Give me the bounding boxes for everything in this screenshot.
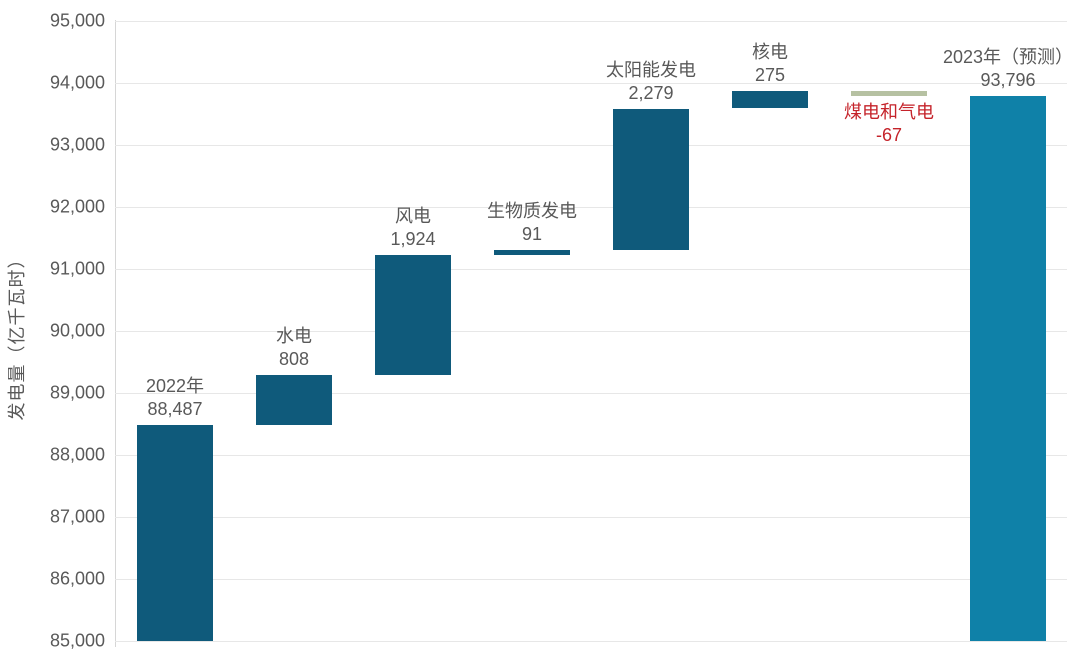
waterfall-bar-4 (494, 249, 570, 256)
y-axis-line (115, 20, 116, 647)
bar-category-label: 水电 (276, 325, 312, 346)
bar-value-label: 808 (278, 348, 310, 369)
y-tick-label: 86,000 (49, 568, 105, 589)
gridline (115, 393, 1067, 394)
gridline (115, 641, 1067, 642)
bar-category-label: 太阳能发电 (606, 59, 696, 80)
gridline (115, 207, 1067, 208)
y-tick-label: 90,000 (49, 320, 105, 341)
bar-value-label: 93,796 (980, 69, 1036, 90)
gridline (115, 579, 1067, 580)
gridline (115, 517, 1067, 518)
y-tick-label: 89,000 (49, 382, 105, 403)
bar-label-6: 核电 275 (752, 41, 788, 87)
y-tick-label: 92,000 (49, 196, 105, 217)
bar-label-1: 2022年 88,487 (146, 375, 204, 421)
bar-category-label: 风电 (394, 206, 431, 227)
bar-value-label: 2,279 (628, 82, 674, 103)
waterfall-bar-6 (732, 91, 808, 109)
bar-value-label: 91 (521, 223, 543, 244)
bar-label-2: 水电 808 (276, 325, 312, 371)
y-tick-label: 85,000 (49, 630, 105, 651)
waterfall-bar-7 (851, 91, 927, 96)
gridline (115, 331, 1067, 332)
bar-value-label: 1,924 (390, 229, 436, 250)
bar-value-label: 275 (754, 65, 786, 86)
bar-label-4: 生物质发电 91 (487, 200, 577, 246)
gridline (115, 21, 1067, 22)
y-tick-label: 95,000 (49, 10, 105, 31)
gridline (115, 145, 1067, 146)
bar-category-label: 核电 (752, 42, 788, 63)
y-tick-label: 87,000 (49, 506, 105, 527)
gridline (115, 83, 1067, 84)
bar-category-label: 2022年 (145, 375, 205, 396)
bar-label-8: 2023年（预测） 93,796 (943, 46, 1073, 92)
waterfall-bar-5 (613, 108, 689, 250)
y-tick-label: 93,000 (49, 134, 105, 155)
waterfall-bar-8 (970, 95, 1046, 641)
bar-category-label: 煤电和气电 (844, 101, 934, 122)
y-tick-label: 88,000 (49, 444, 105, 465)
gridline (115, 455, 1067, 456)
bar-label-5: 太阳能发电 2,279 (606, 59, 696, 105)
bar-category-label: 生物质发电 (487, 200, 577, 221)
bar-value-label: 88,487 (147, 398, 203, 419)
bar-category-label: 2023年（预测） (942, 46, 1074, 67)
bar-label-3: 风电 1,924 (390, 205, 435, 251)
bar-value-label: -67 (875, 124, 902, 145)
y-tick-label: 94,000 (49, 72, 105, 93)
y-tick-label: 91,000 (49, 258, 105, 279)
bar-label-7: 煤电和气电 -67 (844, 101, 934, 147)
gridline (115, 269, 1067, 270)
waterfall-bar-2 (256, 374, 332, 425)
waterfall-bar-3 (375, 255, 451, 375)
waterfall-bar-1 (137, 424, 213, 641)
